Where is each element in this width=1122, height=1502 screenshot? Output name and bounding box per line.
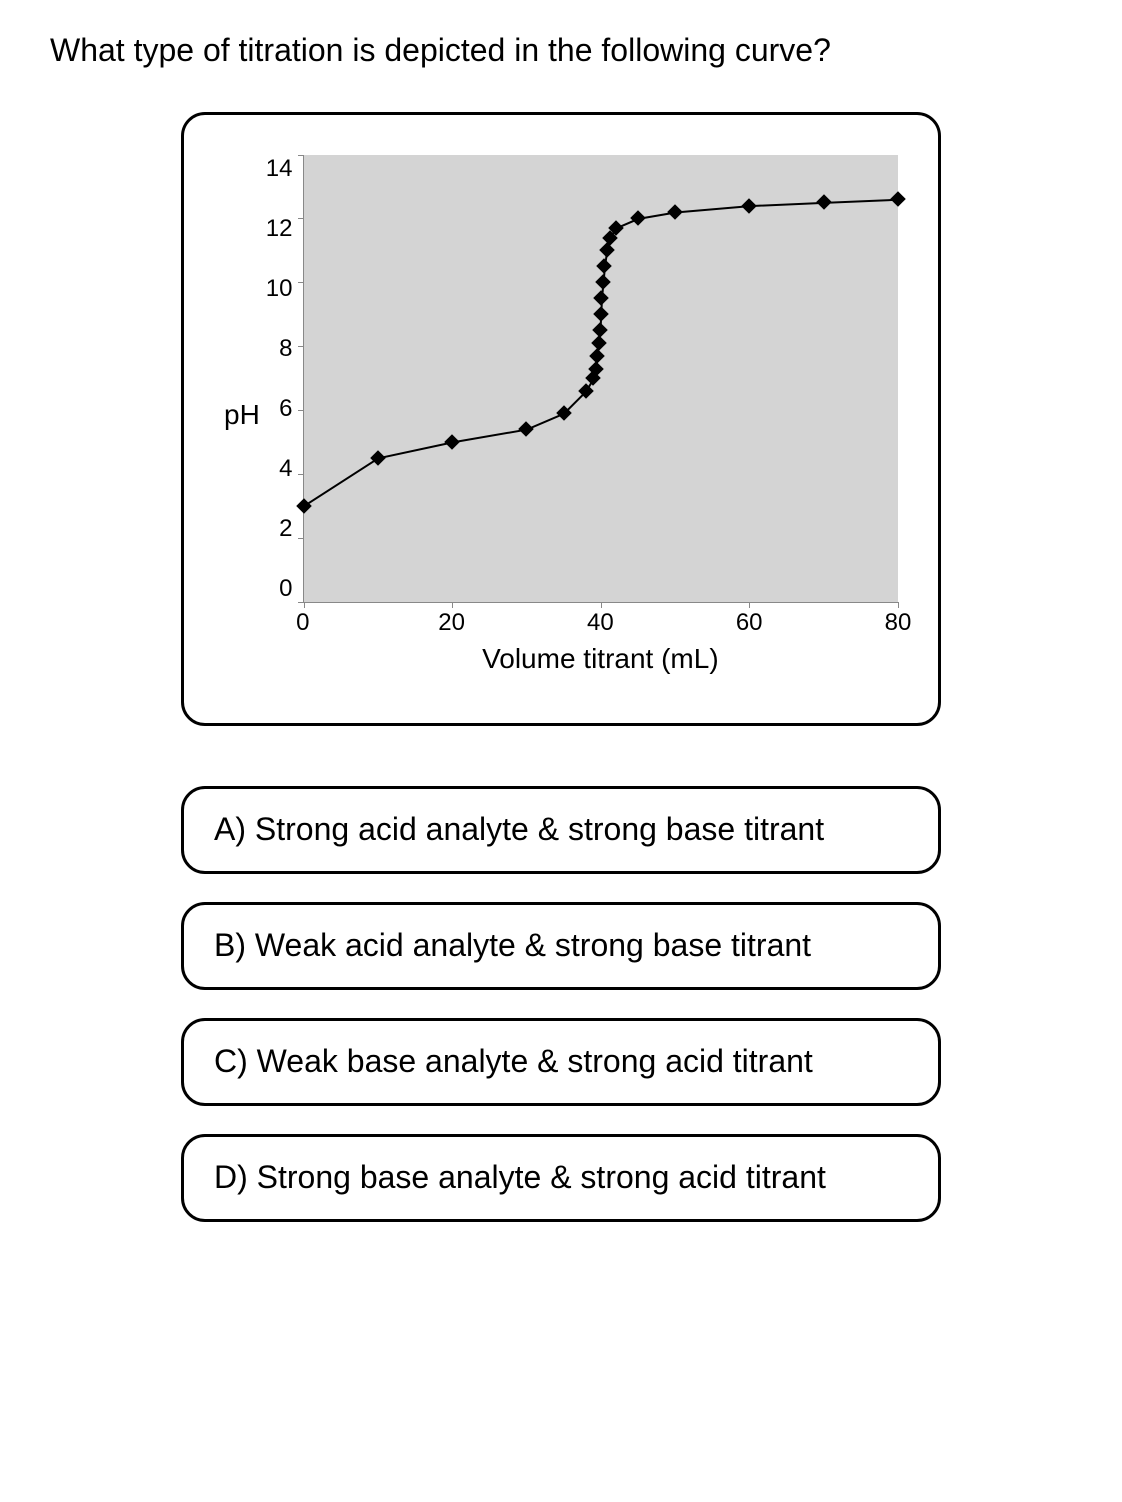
x-axis-label: Volume titrant (mL)	[303, 643, 898, 675]
y-tick-label: 4	[279, 455, 292, 483]
answer-option-c[interactable]: C) Weak base analyte & strong acid titra…	[181, 1018, 941, 1106]
y-tick-label: 10	[266, 275, 293, 303]
x-tick-label: 0	[296, 609, 309, 637]
y-tick-label: 6	[279, 395, 292, 423]
plot-area	[303, 155, 899, 603]
x-tick-label: 60	[736, 609, 763, 637]
chart-card: pH 14121086420 020406080 Volume titrant …	[181, 112, 941, 726]
y-tick-label: 2	[279, 515, 292, 543]
question-text: What type of titration is depicted in th…	[40, 30, 1082, 72]
x-tick-label: 80	[885, 609, 912, 637]
y-tick-label: 0	[279, 575, 292, 603]
y-tick-label: 8	[279, 335, 292, 363]
x-axis-ticks: 020406080	[303, 603, 898, 637]
answer-option-a[interactable]: A) Strong acid analyte & strong base tit…	[181, 786, 941, 874]
answer-option-label: C) Weak base analyte & strong acid titra…	[214, 1041, 908, 1081]
x-tick-label: 40	[587, 609, 614, 637]
y-axis-ticks: 14 12 10 8 6 4 2 0	[266, 155, 303, 603]
answer-option-d[interactable]: D) Strong base analyte & strong acid tit…	[181, 1134, 941, 1222]
y-tick-label: 12	[266, 215, 293, 243]
answer-option-label: A) Strong acid analyte & strong base tit…	[214, 809, 908, 849]
y-axis-label: pH	[224, 399, 260, 431]
x-tick-label: 20	[438, 609, 465, 637]
answer-option-label: D) Strong base analyte & strong acid tit…	[214, 1157, 908, 1197]
titration-curve-line	[304, 155, 899, 602]
y-tick-label: 14	[266, 155, 293, 183]
answer-option-b[interactable]: B) Weak acid analyte & strong base titra…	[181, 902, 941, 990]
answer-option-label: B) Weak acid analyte & strong base titra…	[214, 925, 908, 965]
answer-options: A) Strong acid analyte & strong base tit…	[40, 786, 1082, 1222]
